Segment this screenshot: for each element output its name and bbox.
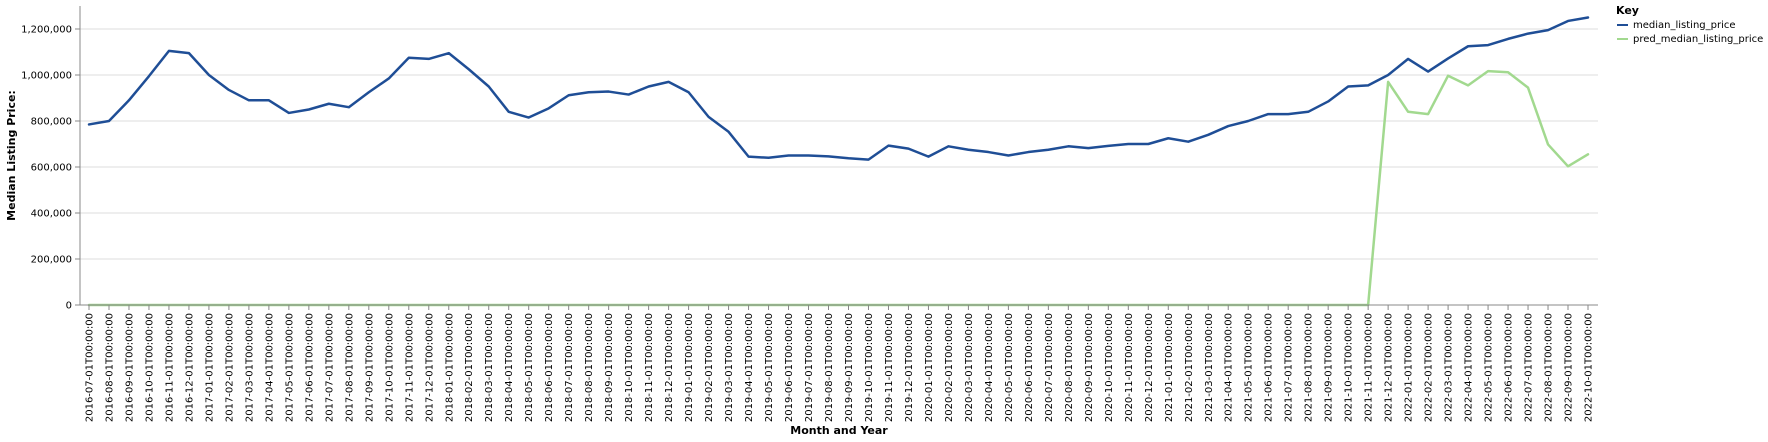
x-tick-label: 2017-06-01T00:00:00 — [304, 313, 315, 422]
x-tick-label: 2022-09-01T00:00:00 — [1564, 313, 1575, 422]
y-axis-title: Median Listing Price: — [5, 90, 18, 221]
series-line-median_listing_price — [87, 16, 1590, 161]
legend: Key median_listing_price pred_median_list… — [1616, 4, 1763, 45]
x-tick-label: 2020-05-01T00:00:00 — [1004, 313, 1015, 422]
x-tick-label: 2022-01-01T00:00:00 — [1404, 313, 1415, 422]
x-tick-label: 2020-01-01T00:00:00 — [924, 313, 935, 422]
x-tick-label: 2019-04-01T00:00:00 — [744, 313, 755, 422]
x-tick-label: 2018-10-01T00:00:00 — [624, 313, 635, 422]
x-tick-label: 2022-07-01T00:00:00 — [1524, 313, 1535, 422]
x-tick-label: 2020-04-01T00:00:00 — [984, 313, 995, 422]
y-tick-labels: 0 200,000 400,000 600,000 800,000 1,000,000 1,… — [21, 25, 80, 312]
x-tick-label: 2020-12-01T00:00:00 — [1144, 313, 1155, 422]
x-tick-label: 2022-03-01T00:00:00 — [1444, 313, 1455, 422]
x-tick-label: 2021-06-01T00:00:00 — [1264, 313, 1275, 422]
x-tick-label: 2018-09-01T00:00:00 — [604, 313, 615, 422]
x-tick-label: 2020-09-01T00:00:00 — [1084, 313, 1095, 422]
legend-title: Key — [1616, 4, 1639, 17]
x-tick-label: 2017-03-01T00:00:00 — [244, 313, 255, 422]
x-tick-label: 2017-08-01T00:00:00 — [344, 313, 355, 422]
x-tick-label: 2022-08-01T00:00:00 — [1544, 313, 1555, 422]
x-axis-title: Month and Year — [790, 424, 888, 437]
y-tick-label: 0 — [66, 301, 72, 312]
x-tick-label: 2019-01-01T00:00:00 — [684, 313, 695, 422]
x-tick-label: 2020-02-01T00:00:00 — [944, 313, 955, 422]
y-tick-label: 400,000 — [31, 209, 72, 220]
legend-label-median_listing_price: median_listing_price — [1633, 20, 1736, 31]
x-tick-label: 2021-09-01T00:00:00 — [1324, 313, 1335, 422]
x-tick-label: 2016-11-01T00:00:00 — [164, 313, 175, 422]
x-tick-label: 2020-08-01T00:00:00 — [1064, 313, 1075, 422]
y-tick-label: 1,200,000 — [21, 25, 72, 36]
x-tick-label: 2020-10-01T00:00:00 — [1104, 313, 1115, 422]
x-tick-label: 2018-08-01T00:00:00 — [584, 313, 595, 422]
x-tick-label: 2016-09-01T00:00:00 — [124, 313, 135, 422]
x-tick-label: 2021-04-01T00:00:00 — [1224, 313, 1235, 422]
x-tick-label: 2022-02-01T00:00:00 — [1424, 313, 1435, 422]
x-tick-label: 2021-07-01T00:00:00 — [1284, 313, 1295, 422]
x-tick-label: 2021-03-01T00:00:00 — [1204, 313, 1215, 422]
x-tick-label: 2019-10-01T00:00:00 — [864, 313, 875, 422]
x-tick-label: 2018-04-01T00:00:00 — [504, 313, 515, 422]
series-lines — [87, 16, 1590, 307]
x-tick-label: 2017-07-01T00:00:00 — [324, 313, 335, 422]
y-tick-label: 800,000 — [31, 117, 72, 128]
x-tick-label: 2017-02-01T00:00:00 — [224, 313, 235, 422]
x-tick-label: 2021-01-01T00:00:00 — [1164, 313, 1175, 422]
x-tick-label: 2019-09-01T00:00:00 — [844, 313, 855, 422]
axes — [79, 6, 1598, 306]
x-tick-label: 2021-10-01T00:00:00 — [1344, 313, 1355, 422]
x-tick-label: 2017-11-01T00:00:00 — [404, 313, 415, 422]
x-tick-label: 2018-02-01T00:00:00 — [464, 313, 475, 422]
gridlines — [80, 28, 1598, 306]
series-line-pred_median_listing_price — [87, 69, 1590, 307]
x-tick-label: 2020-11-01T00:00:00 — [1124, 313, 1135, 422]
x-tick-label: 2018-06-01T00:00:00 — [544, 313, 555, 422]
legend-items: median_listing_price pred_median_listing_… — [1617, 20, 1763, 45]
x-tick-label: 2019-03-01T00:00:00 — [724, 313, 735, 422]
y-tick-label: 1,000,000 — [21, 71, 72, 82]
x-tick-label: 2018-01-01T00:00:00 — [444, 313, 455, 422]
x-tick-label: 2020-03-01T00:00:00 — [964, 313, 975, 422]
x-tick-label: 2019-05-01T00:00:00 — [764, 313, 775, 422]
x-tick-label: 2017-09-01T00:00:00 — [364, 313, 375, 422]
x-tick-label: 2018-05-01T00:00:00 — [524, 313, 535, 422]
x-tick-label: 2019-07-01T00:00:00 — [804, 313, 815, 422]
x-tick-label: 2022-04-01T00:00:00 — [1464, 313, 1475, 422]
x-tick-label: 2016-08-01T00:00:00 — [104, 313, 115, 422]
x-tick-label: 2018-12-01T00:00:00 — [664, 313, 675, 422]
x-tick-label: 2019-08-01T00:00:00 — [824, 313, 835, 422]
x-tick-label: 2016-12-01T00:00:00 — [184, 313, 195, 422]
legend-label-pred_median_listing_price: pred_median_listing_price — [1633, 34, 1763, 45]
x-tick-label: 2016-10-01T00:00:00 — [144, 313, 155, 422]
x-tick-label: 2017-10-01T00:00:00 — [384, 313, 395, 422]
x-tick-label: 2022-06-01T00:00:00 — [1504, 313, 1515, 422]
x-tick-label: 2017-04-01T00:00:00 — [264, 313, 275, 422]
x-tick-label: 2017-01-01T00:00:00 — [204, 313, 215, 422]
x-tick-label: 2019-12-01T00:00:00 — [904, 313, 915, 422]
x-tick-label: 2018-07-01T00:00:00 — [564, 313, 575, 422]
x-tick-label: 2021-08-01T00:00:00 — [1304, 313, 1315, 422]
x-tick-label: 2018-11-01T00:00:00 — [644, 313, 655, 422]
x-tick-label: 2021-11-01T00:00:00 — [1364, 313, 1375, 422]
x-tick-label: 2019-11-01T00:00:00 — [884, 313, 895, 422]
y-tick-label: 600,000 — [31, 163, 72, 174]
x-tick-label: 2017-05-01T00:00:00 — [284, 313, 295, 422]
x-tick-label: 2018-03-01T00:00:00 — [484, 313, 495, 422]
x-tick-label: 2019-02-01T00:00:00 — [704, 313, 715, 422]
x-tick-label: 2022-10-01T00:00:00 — [1584, 313, 1595, 422]
x-tick-label: 2017-12-01T00:00:00 — [424, 313, 435, 422]
x-tick-labels: 2016-07-01T00:00:00 2016-08-01T00:00:00 20… — [85, 305, 1595, 422]
x-tick-label: 2016-07-01T00:00:00 — [85, 313, 96, 422]
x-tick-label: 2021-02-01T00:00:00 — [1184, 313, 1195, 422]
x-tick-label: 2020-06-01T00:00:00 — [1024, 313, 1035, 422]
y-tick-label: 200,000 — [31, 255, 72, 266]
x-tick-label: 2021-05-01T00:00:00 — [1244, 313, 1255, 422]
x-tick-label: 2019-06-01T00:00:00 — [784, 313, 795, 422]
x-tick-label: 2021-12-01T00:00:00 — [1384, 313, 1395, 422]
x-tick-label: 2020-07-01T00:00:00 — [1044, 313, 1055, 422]
x-tick-label: 2022-05-01T00:00:00 — [1484, 313, 1495, 422]
